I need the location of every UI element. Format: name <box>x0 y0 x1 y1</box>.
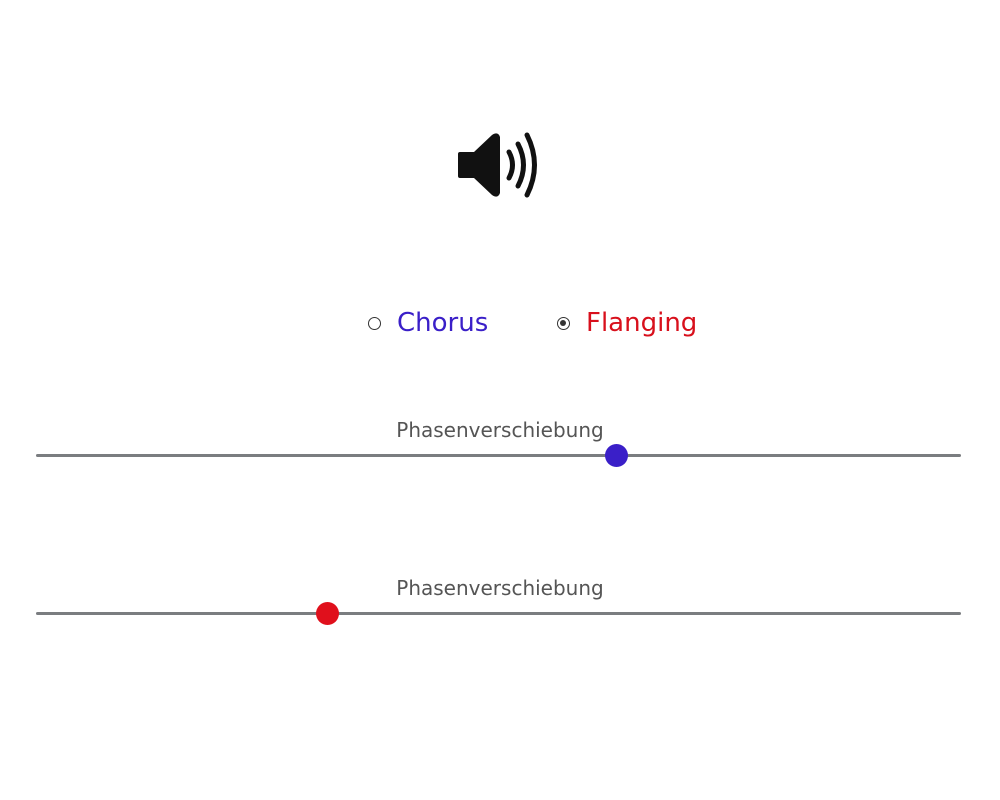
effect-radio-group: Chorus Flanging <box>0 305 1000 341</box>
phase-shift-slider-1[interactable] <box>36 444 961 467</box>
chorus-radio-button[interactable] <box>368 316 381 330</box>
phase-shift-slider-2-label: Phasenverschiebung <box>396 576 604 600</box>
chorus-label[interactable]: Chorus <box>397 308 489 338</box>
phase-shift-slider-2-thumb[interactable] <box>315 602 339 625</box>
phase-shift-slider-1-label: Phasenverschiebung <box>396 418 604 442</box>
speaker-volume-icon <box>458 132 537 198</box>
phase-shift-slider-1-thumb[interactable] <box>605 444 629 467</box>
flanging-label[interactable]: Flanging <box>586 308 698 338</box>
flanging-radio-button[interactable] <box>557 316 570 330</box>
chorus-radio-option[interactable]: Chorus <box>368 305 488 341</box>
phase-shift-slider-2[interactable] <box>36 602 961 625</box>
speaker-icon[interactable] <box>456 130 544 200</box>
flanging-radio-option[interactable]: Flanging <box>557 305 697 341</box>
